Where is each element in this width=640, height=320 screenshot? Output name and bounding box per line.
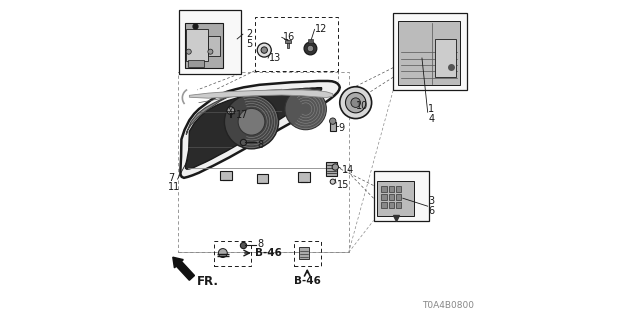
Polygon shape — [189, 90, 333, 98]
Text: 5: 5 — [246, 39, 252, 49]
FancyBboxPatch shape — [179, 10, 241, 74]
FancyBboxPatch shape — [208, 36, 220, 56]
Circle shape — [330, 179, 335, 184]
Text: 9: 9 — [339, 123, 344, 133]
Bar — [298, 172, 310, 182]
Text: 16: 16 — [283, 32, 295, 42]
FancyBboxPatch shape — [394, 13, 467, 90]
Circle shape — [225, 95, 278, 149]
Text: 8: 8 — [258, 239, 264, 249]
FancyBboxPatch shape — [398, 21, 460, 85]
Circle shape — [218, 249, 227, 258]
Circle shape — [227, 107, 235, 115]
Circle shape — [257, 43, 271, 57]
Bar — [396, 194, 401, 200]
FancyBboxPatch shape — [378, 181, 414, 216]
Text: 12: 12 — [316, 24, 328, 34]
Bar — [381, 202, 387, 208]
Bar — [308, 39, 313, 43]
Polygon shape — [180, 81, 340, 178]
Text: 10: 10 — [356, 101, 368, 111]
Text: T0A4B0800: T0A4B0800 — [422, 301, 474, 310]
Text: FR.: FR. — [196, 275, 218, 288]
Bar — [257, 174, 268, 183]
Text: 14: 14 — [342, 164, 354, 174]
Circle shape — [346, 92, 366, 113]
Text: 7: 7 — [168, 172, 175, 182]
Bar — [381, 194, 387, 200]
FancyArrow shape — [173, 257, 195, 280]
Bar — [300, 247, 309, 260]
Bar — [287, 42, 289, 49]
Circle shape — [285, 88, 326, 130]
Text: 1: 1 — [428, 104, 435, 114]
FancyBboxPatch shape — [374, 171, 429, 220]
Circle shape — [330, 118, 336, 124]
Bar — [388, 194, 394, 200]
Text: 4: 4 — [428, 114, 435, 124]
Bar — [285, 40, 291, 43]
Bar — [396, 186, 401, 192]
Bar — [330, 122, 336, 131]
Bar — [326, 162, 337, 176]
Text: 2: 2 — [246, 29, 252, 39]
Bar — [220, 171, 232, 180]
Bar — [388, 202, 394, 208]
Text: 15: 15 — [337, 180, 349, 190]
FancyBboxPatch shape — [184, 23, 223, 68]
Text: 11: 11 — [168, 182, 180, 192]
Text: 3: 3 — [428, 196, 435, 206]
Circle shape — [332, 164, 339, 170]
Bar — [396, 202, 401, 208]
Circle shape — [261, 47, 268, 53]
Text: 13: 13 — [269, 53, 281, 63]
Circle shape — [208, 49, 213, 54]
Circle shape — [351, 98, 360, 108]
FancyBboxPatch shape — [186, 29, 209, 61]
FancyBboxPatch shape — [435, 39, 456, 77]
Circle shape — [340, 87, 372, 119]
Text: 6: 6 — [428, 206, 435, 216]
Polygon shape — [186, 96, 229, 134]
Text: B-46: B-46 — [255, 248, 282, 258]
Polygon shape — [186, 88, 321, 169]
Bar — [388, 186, 394, 192]
Circle shape — [304, 42, 317, 55]
Circle shape — [238, 108, 265, 135]
Text: B-46: B-46 — [294, 276, 321, 286]
Bar — [381, 186, 387, 192]
Circle shape — [307, 45, 314, 52]
Text: 8: 8 — [258, 140, 264, 150]
Text: 17: 17 — [236, 110, 248, 120]
FancyBboxPatch shape — [188, 60, 204, 67]
Circle shape — [186, 49, 191, 54]
